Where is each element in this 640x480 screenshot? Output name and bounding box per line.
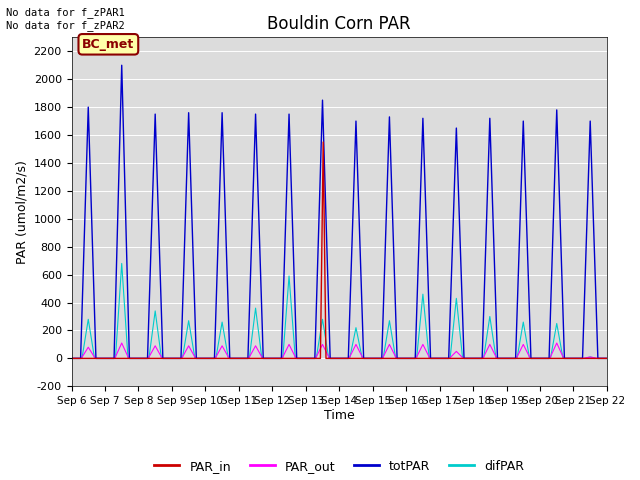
difPAR [504,356,512,361]
PAR_out [68,356,76,361]
totPAR [520,140,528,145]
PAR_out [141,356,149,361]
totPAR [453,146,461,152]
PAR_in [68,356,76,361]
PAR_in [453,356,461,361]
difPAR [141,356,149,361]
totPAR [76,356,84,361]
Text: No data for f_zPAR1
No data for f_zPAR2: No data for f_zPAR1 No data for f_zPAR2 [6,7,125,31]
difPAR [68,356,76,361]
Title: Bouldin Corn PAR: Bouldin Corn PAR [268,15,411,33]
PAR_in [186,356,193,361]
PAR_out [76,356,84,361]
PAR_in [319,139,327,145]
PAR_out [504,356,512,361]
X-axis label: Time: Time [324,409,355,422]
Y-axis label: PAR (umol/m2/s): PAR (umol/m2/s) [15,160,28,264]
difPAR [453,302,461,308]
PAR_out [453,349,461,355]
difPAR [118,261,125,266]
Legend: PAR_in, PAR_out, totPAR, difPAR: PAR_in, PAR_out, totPAR, difPAR [149,455,529,478]
difPAR [76,356,84,361]
totPAR [186,155,194,160]
Line: totPAR: totPAR [72,65,607,359]
Line: PAR_out: PAR_out [72,343,607,359]
PAR_out [186,346,194,351]
PAR_in [141,356,148,361]
totPAR [504,356,512,361]
totPAR [141,356,149,361]
PAR_out [520,343,528,348]
PAR_in [520,356,528,361]
Line: PAR_in: PAR_in [72,142,607,359]
PAR_in [603,356,611,361]
PAR_out [603,356,611,361]
totPAR [118,62,125,68]
PAR_in [504,356,512,361]
totPAR [603,356,611,361]
difPAR [186,326,194,332]
PAR_in [76,356,84,361]
Line: difPAR: difPAR [72,264,607,359]
totPAR [68,356,76,361]
PAR_out [118,340,125,346]
difPAR [603,356,611,361]
Text: BC_met: BC_met [82,38,134,51]
difPAR [520,323,528,329]
